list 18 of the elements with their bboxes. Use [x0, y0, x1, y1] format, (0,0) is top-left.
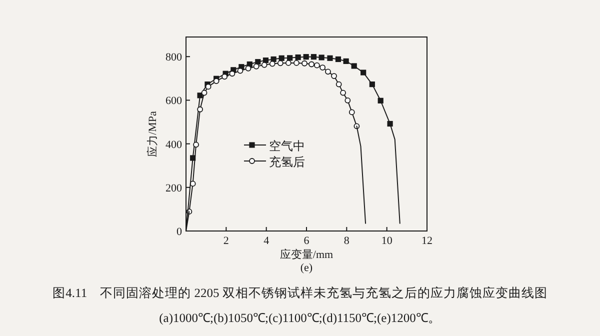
x-axis-title: 应变量/mm — [280, 248, 334, 261]
x-tick-label: 10 — [381, 235, 393, 247]
y-tick-label: 800 — [166, 52, 182, 64]
y-tick-label: 600 — [166, 95, 182, 108]
x-tick-label: 2 — [223, 235, 229, 247]
legend-label: 空气中 — [269, 139, 305, 153]
y-tick-label: 200 — [166, 182, 182, 194]
x-tick-label: 12 — [422, 235, 432, 247]
text: (a)1000℃;(b)1050℃;(c)1100℃;(d)1150℃;(e)1200℃。 — [159, 311, 441, 325]
legend-label: 充氢后 — [269, 155, 305, 169]
text: (e) — [300, 262, 313, 274]
x-tick-label: 8 — [344, 235, 350, 247]
x-tick-label: 4 — [264, 235, 270, 247]
x-tick-label: 6 — [304, 235, 310, 247]
y-axis-title: 应力/MPa — [146, 110, 159, 157]
y-tick-label: 400 — [166, 138, 182, 151]
y-tick-label: 0 — [176, 226, 182, 238]
caption: 图4.11 不同固溶处理的 2205 双相不锈钢试样未充氢与充氢之后的应力腐蚀应变曲线图 — [52, 285, 548, 300]
